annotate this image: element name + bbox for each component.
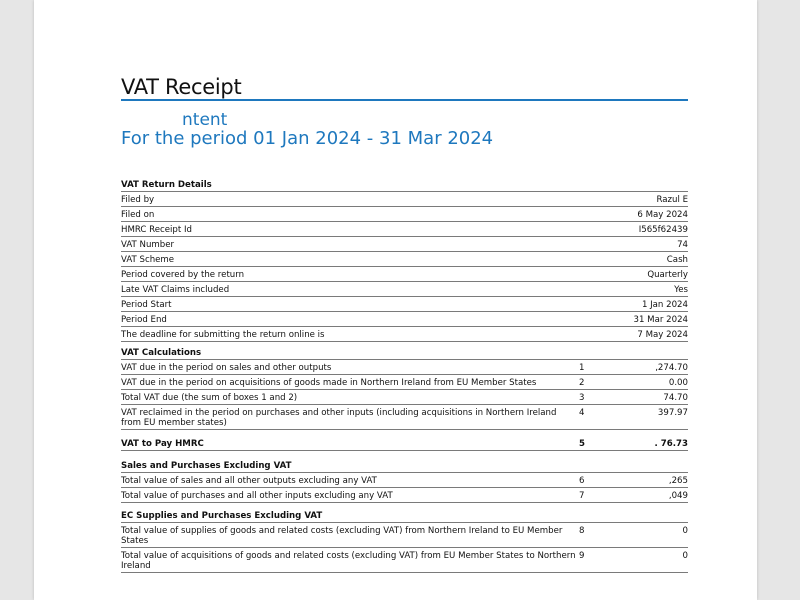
row-amount: ,049	[668, 491, 688, 501]
row-amount: . 76.73	[654, 439, 688, 449]
table-row: Total value of acquisitions of goods and…	[121, 548, 688, 573]
table-row: Late VAT Claims included Yes	[121, 282, 688, 297]
box-number: 9	[579, 551, 585, 561]
table-row: Filed by Razul E	[121, 192, 688, 207]
table-row: Total value of purchases and all other i…	[121, 488, 688, 503]
row-value: Quarterly	[647, 270, 688, 280]
row-label: VAT due in the period on acquisitions of…	[121, 378, 537, 388]
row-label: Total value of supplies of goods and rel…	[121, 526, 563, 546]
row-label: Total value of purchases and all other i…	[121, 491, 393, 501]
box-number: 4	[579, 408, 585, 418]
row-value: 1 Jan 2024	[641, 300, 688, 310]
row-amount: ,265	[668, 476, 688, 486]
row-label: Late VAT Claims included	[121, 285, 230, 295]
row-label: VAT to Pay HMRC	[121, 439, 204, 449]
box-number: 3	[579, 393, 585, 403]
row-label: Total value of sales and all other outpu…	[121, 476, 377, 486]
section-heading: VAT Return Details	[121, 179, 688, 192]
table-row: HMRC Receipt Id I565f62439	[121, 222, 688, 237]
row-value: Yes	[674, 285, 688, 295]
table-row: Total VAT due (the sum of boxes 1 and 2)…	[121, 390, 688, 405]
table-row: VAT due in the period on acquisitions of…	[121, 375, 688, 390]
row-value: 7 May 2024	[637, 330, 688, 340]
row-value: 74	[677, 240, 688, 250]
box-number: 5	[579, 439, 585, 449]
row-label: Period covered by the return	[121, 270, 245, 280]
sales-purchases-section: Sales and Purchases Excluding VAT Total …	[121, 460, 688, 503]
table-row: VAT Scheme Cash	[121, 252, 688, 267]
row-label: Total value of acquisitions of goods and…	[121, 551, 576, 571]
row-label: Filed on	[121, 210, 155, 220]
row-amount: 0	[682, 551, 688, 561]
table-row: Period Start 1 Jan 2024	[121, 297, 688, 312]
row-label: VAT Number	[121, 240, 175, 250]
row-label: VAT reclaimed in the period on purchases…	[121, 408, 557, 428]
row-amount: 0.00	[668, 378, 688, 388]
row-label: Period Start	[121, 300, 172, 310]
row-amount: ,274.70	[655, 363, 688, 373]
section-heading: Sales and Purchases Excluding VAT	[121, 460, 688, 473]
row-value: Cash	[666, 255, 688, 265]
row-label: Period End	[121, 315, 167, 325]
box-number: 1	[579, 363, 585, 373]
ec-supplies-section: EC Supplies and Purchases Excluding VAT …	[121, 510, 688, 573]
row-amount: 74.70	[663, 393, 688, 403]
table-row: VAT Number 74	[121, 237, 688, 252]
section-heading: VAT Calculations	[121, 347, 688, 360]
partial-subtitle: ntent	[182, 110, 228, 130]
row-amount: 397.97	[657, 408, 688, 418]
title-divider	[121, 99, 688, 101]
table-row: The deadline for submitting the return o…	[121, 327, 688, 342]
document-page: VAT Receipt ntent For the period 01 Jan …	[34, 0, 757, 600]
return-details-section: VAT Return Details Filed by Razul E File…	[121, 179, 688, 342]
box-number: 2	[579, 378, 585, 388]
row-label: The deadline for submitting the return o…	[121, 330, 325, 340]
row-label: VAT due in the period on sales and other…	[121, 363, 332, 373]
table-row: Filed on 6 May 2024	[121, 207, 688, 222]
table-row: VAT due in the period on sales and other…	[121, 360, 688, 375]
period-subtitle: For the period 01 Jan 2024 - 31 Mar 2024	[121, 128, 494, 149]
section-heading: EC Supplies and Purchases Excluding VAT	[121, 510, 688, 523]
row-value: 31 Mar 2024	[633, 315, 688, 325]
vat-calculations-section: VAT Calculations VAT due in the period o…	[121, 347, 688, 451]
page-title: VAT Receipt	[121, 75, 242, 99]
row-value: Razul E	[656, 195, 688, 205]
vat-to-pay-row: VAT to Pay HMRC 5 . 76.73	[121, 436, 688, 451]
row-value: I565f62439	[638, 225, 688, 235]
row-label: Total VAT due (the sum of boxes 1 and 2)	[121, 393, 298, 403]
row-label: Filed by	[121, 195, 155, 205]
row-label: HMRC Receipt Id	[121, 225, 192, 235]
row-amount: 0	[682, 526, 688, 536]
table-row: Period covered by the return Quarterly	[121, 267, 688, 282]
table-row: VAT reclaimed in the period on purchases…	[121, 405, 688, 430]
table-row: Total value of supplies of goods and rel…	[121, 523, 688, 548]
row-value: 6 May 2024	[637, 210, 688, 220]
box-number: 6	[579, 476, 585, 486]
table-row: Period End 31 Mar 2024	[121, 312, 688, 327]
box-number: 7	[579, 491, 585, 501]
row-label: VAT Scheme	[121, 255, 175, 265]
table-row: Total value of sales and all other outpu…	[121, 473, 688, 488]
box-number: 8	[579, 526, 585, 536]
